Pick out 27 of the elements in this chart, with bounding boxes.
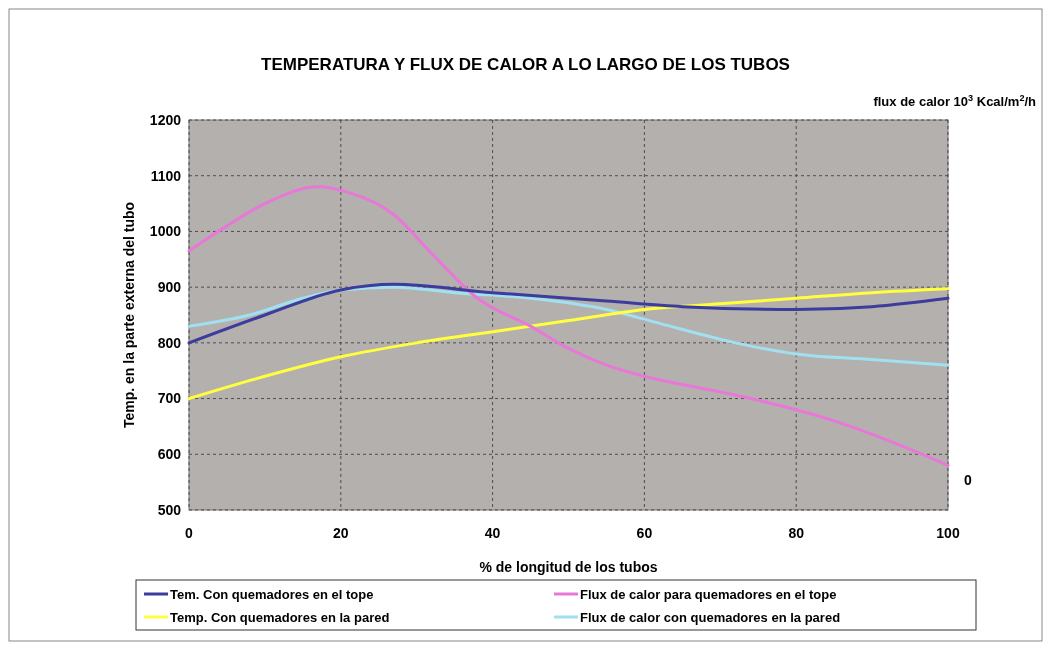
x-tick-label: 80 — [788, 525, 805, 541]
x-tick-label: 20 — [333, 525, 349, 541]
x-tick-label: 40 — [484, 525, 501, 541]
y-tick-label: 700 — [157, 390, 182, 407]
x-axis-title: % de longitud de los tubos — [479, 559, 658, 575]
line-series — [187, 185, 950, 467]
legend-label: Temp. Con quemadores en la pared — [170, 609, 390, 625]
x-tick-label: 0 — [185, 525, 194, 541]
y-tick-label: 800 — [157, 334, 182, 351]
line-series — [187, 285, 950, 367]
y-tick-label: 1200 — [149, 111, 182, 128]
text: 0 — [964, 471, 973, 488]
legend-label: Flux de calor con quemadores en la pared — [580, 609, 841, 625]
y-tick-label: 1100 — [150, 167, 182, 184]
x-tick-label: 60 — [636, 525, 653, 541]
chart-title: TEMPERATURA Y FLUX DE CALOR A LO LARGO DE LOS TUBOS — [261, 55, 790, 74]
y-tick-label: 900 — [157, 279, 182, 296]
line-series — [187, 287, 950, 401]
y-tick-label: 600 — [157, 446, 182, 463]
x-tick-label: 100 — [936, 525, 960, 541]
y-tick-label: 500 — [157, 501, 182, 518]
legend-label: Tem. Con quemadores en el tope — [170, 586, 374, 602]
y-axis-title: Temp. en la parte externa del tubo — [121, 201, 137, 429]
legend-label: Flux de calor para quemadores en el tope — [580, 586, 837, 602]
line-series — [187, 282, 950, 345]
y-tick-label: 1000 — [149, 223, 182, 240]
y2-axis-title: flux de calor 10$^{3}$ Kcal/m$^{2}$/h — [873, 93, 1037, 109]
